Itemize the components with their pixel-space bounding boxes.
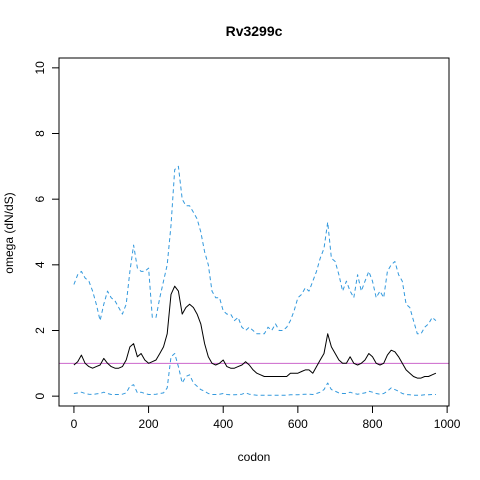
y-axis-label: omega (dN/dS) [2, 192, 16, 273]
series-line-mean [73, 285, 437, 379]
y-tick-label: 4 [33, 261, 47, 268]
x-tick-label: 400 [213, 417, 233, 431]
y-tick-label: 6 [33, 196, 47, 203]
y-tick-label: 10 [33, 61, 47, 75]
series-line-upper [73, 165, 437, 335]
series-line-lower [73, 353, 436, 396]
x-tick-label: 1000 [434, 417, 461, 431]
chart-title: Rv3299c [226, 23, 283, 39]
y-axis: 0 2 4 6 8 10 [33, 61, 60, 399]
y-tick-label: 0 [33, 392, 47, 399]
x-tick-label: 200 [139, 417, 159, 431]
plot-frame [58, 57, 450, 407]
x-tick-label: 600 [288, 417, 308, 431]
x-tick-label: 0 [71, 417, 78, 431]
x-tick-label: 800 [362, 417, 382, 431]
y-tick-label: 2 [33, 327, 47, 334]
x-axis: 0 200 400 600 800 1000 [71, 405, 461, 431]
x-axis-label: codon [238, 450, 271, 464]
y-tick-label: 8 [33, 130, 47, 137]
plot-area [59, 165, 449, 396]
